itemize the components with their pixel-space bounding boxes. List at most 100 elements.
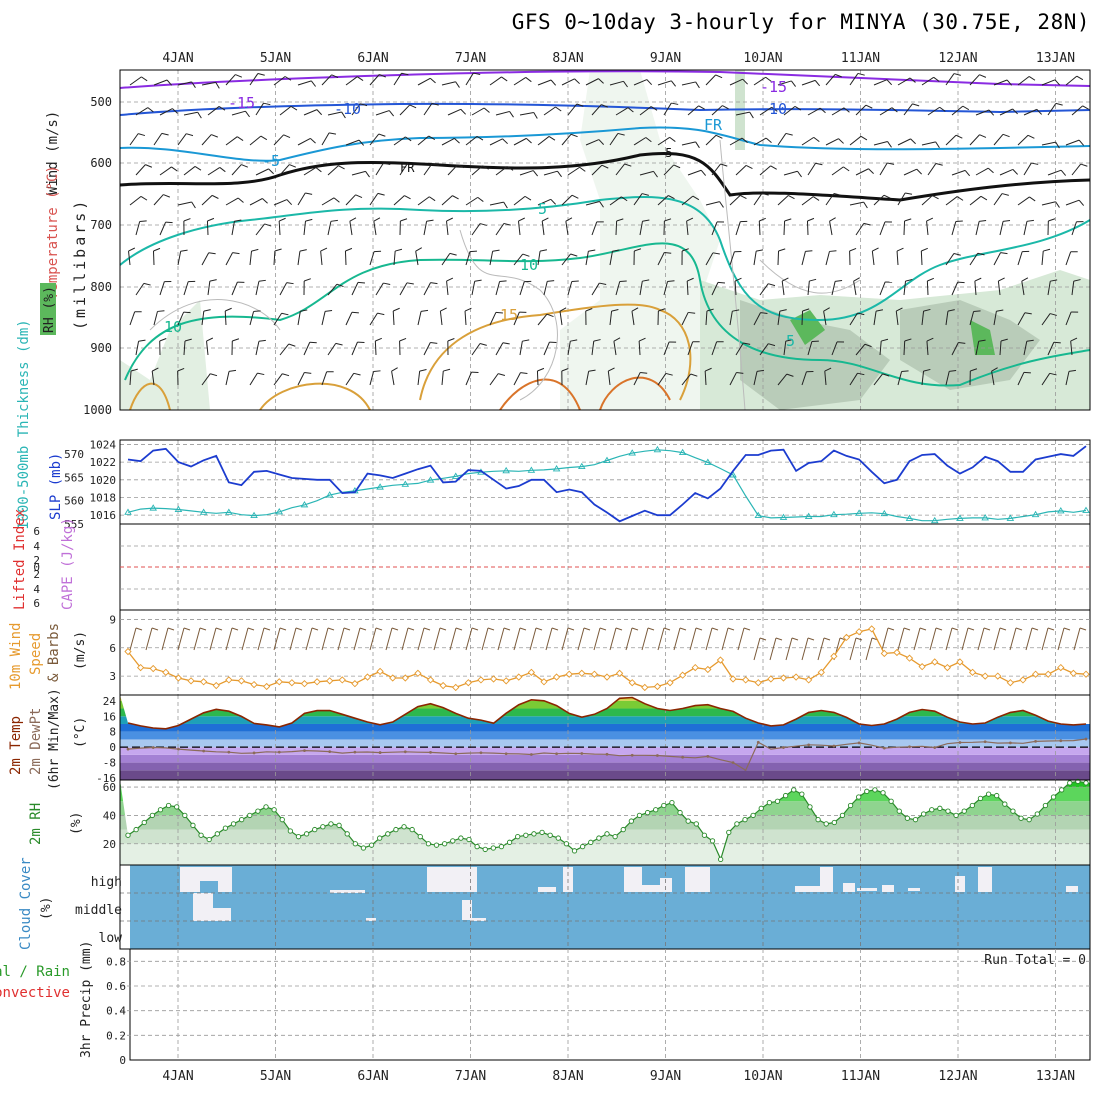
- wind-barb: [1023, 341, 1028, 356]
- cloud-block: [685, 867, 710, 892]
- wind-barb: [735, 165, 747, 176]
- wind-barb-flag: [145, 164, 153, 168]
- slp-line: [127, 445, 1087, 523]
- wind-speed-marker: [162, 668, 170, 676]
- wind-barb-flag: [290, 105, 298, 111]
- thickness-marker: [830, 510, 838, 518]
- wind-barb-flag: [608, 367, 615, 372]
- wind-barb-flag: [939, 106, 946, 112]
- thickness-marker: [199, 508, 208, 515]
- wind-barb-flag: [886, 79, 893, 86]
- wind-barb-flag: [857, 72, 865, 76]
- wind-barb: [561, 253, 572, 266]
- wind-speed-marker: [136, 663, 145, 672]
- rh-marker: [555, 835, 561, 841]
- wind-barb: [1017, 312, 1026, 326]
- wind-barb-flag: [282, 373, 290, 377]
- wind-barb-flag: [857, 372, 865, 376]
- wind-barb-flag: [1000, 338, 1008, 342]
- wind-barb: [369, 74, 380, 86]
- cloud-block: [180, 867, 200, 892]
- wind-barb: [177, 133, 187, 146]
- surface-wind-barb: [225, 627, 233, 651]
- surface-wind-barb: [1041, 627, 1049, 651]
- wind-barb: [152, 250, 155, 266]
- wind-barb-flag: [785, 339, 793, 342]
- wind-barb: [807, 162, 816, 176]
- rh-marker: [385, 831, 391, 837]
- wind-barb-flag: [330, 219, 338, 222]
- wind-barb: [607, 371, 611, 386]
- rh-marker: [328, 821, 334, 827]
- wind-barb-flag: [440, 307, 447, 312]
- wind-barb-flag: [1002, 133, 1010, 138]
- wind-barb: [759, 343, 769, 356]
- wind-barb: [369, 371, 375, 386]
- wind-barb: [399, 282, 408, 296]
- wind-barb: [729, 78, 743, 86]
- dewpt-marker: [782, 746, 785, 749]
- wind-barb: [974, 281, 977, 296]
- thickness-marker: [325, 491, 334, 498]
- wind-speed-marker: [527, 668, 536, 676]
- wind-barb-flag: [183, 218, 191, 222]
- date-tick-label: 11JAN: [841, 1069, 880, 1084]
- wind-barb-flag: [973, 310, 981, 312]
- dewpt-marker: [580, 752, 584, 755]
- wind-barb-flag: [759, 217, 766, 222]
- wind-barb: [279, 282, 288, 296]
- rh-marker: [588, 839, 594, 845]
- wind-barb-flag: [1060, 169, 1067, 176]
- wind-barb-flag: [241, 164, 249, 168]
- surface-wind-barb: [417, 627, 425, 651]
- wind-barb-flag: [857, 312, 865, 316]
- slp-tick-label: 1024: [90, 438, 117, 451]
- dewpt-marker: [756, 740, 760, 744]
- rh-marker: [693, 821, 699, 827]
- date-tick-label: 12JAN: [938, 1069, 977, 1084]
- wind-barb-flag: [623, 81, 628, 88]
- wind-barb: [853, 281, 857, 296]
- wind-speed-marker: [830, 652, 838, 660]
- wind-barb: [879, 341, 882, 356]
- wind-barb: [993, 193, 1003, 206]
- wind-speed-marker: [742, 676, 750, 684]
- wind-barb: [831, 107, 845, 116]
- wind-barb-flag: [509, 111, 514, 118]
- wind-barb: [759, 106, 772, 116]
- wind-barb-flag: [498, 373, 506, 377]
- wind-barb-flag: [667, 280, 675, 282]
- wind-speed-marker: [149, 664, 157, 673]
- wind-barb-flag: [257, 372, 265, 376]
- wind-barb: [705, 310, 708, 326]
- rh-marker: [344, 831, 350, 837]
- wind-barb: [609, 311, 613, 326]
- wind-barb: [1065, 371, 1070, 386]
- wind-barb: [705, 74, 717, 86]
- wind-barb: [423, 103, 433, 116]
- wind-barb-flag: [923, 368, 931, 372]
- wind-barb: [201, 134, 212, 146]
- pressure-tick-label: 1000: [83, 403, 112, 417]
- wind-barb-flag: [315, 167, 322, 173]
- rh-marker: [458, 835, 464, 841]
- wind-barb: [903, 103, 913, 116]
- rh-marker: [864, 788, 870, 794]
- wind-barb: [686, 221, 689, 236]
- wind-barb-flag: [784, 218, 792, 222]
- wind-barb-flag: [1054, 79, 1061, 86]
- wind-barb: [225, 136, 238, 146]
- surface-wind-barb-flag: [199, 627, 207, 631]
- wind-barb-flag: [525, 77, 532, 83]
- surface-wind-barb-flag: [759, 637, 767, 641]
- surface-wind-barb: [689, 627, 697, 651]
- surface-wind-barb: [769, 637, 777, 661]
- wind-barb-flag: [617, 132, 625, 136]
- wind-barb-flag: [673, 164, 681, 169]
- precip-tick-label: 0.2: [106, 1029, 126, 1042]
- surface-wind-barb-flag: [183, 627, 191, 631]
- wind-barb: [201, 195, 213, 206]
- contour-label: -10: [760, 100, 787, 118]
- wind-barb-flag: [341, 111, 346, 119]
- wind-barb-flag: [843, 166, 850, 172]
